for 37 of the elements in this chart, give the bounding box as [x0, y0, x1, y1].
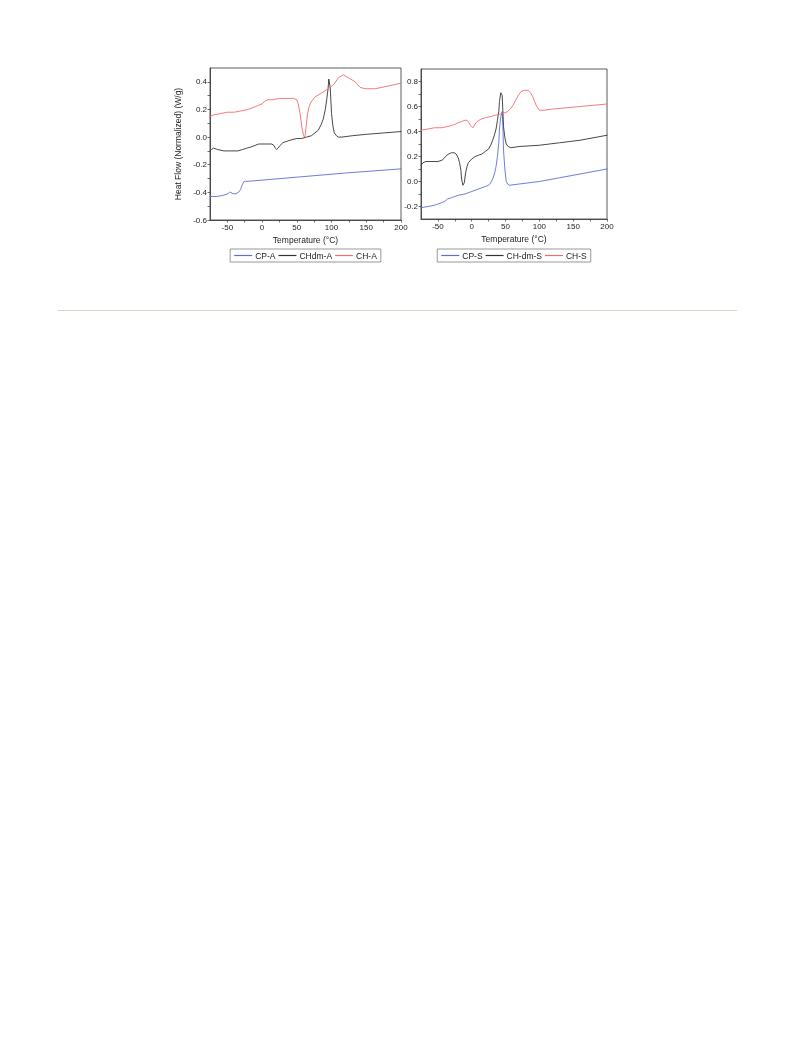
y-tick-label: 0.0	[195, 132, 208, 142]
line-series	[209, 168, 402, 197]
legend-label: CH-A	[356, 250, 378, 261]
y-tick-label: -0.4	[193, 187, 208, 197]
y-tick-label: -0.6	[193, 215, 208, 225]
y-tick-label: 0.2	[406, 152, 419, 161]
x-tick-label: 150	[566, 221, 581, 231]
line-series	[420, 111, 608, 209]
x-axis-title: Temperature (°C)	[272, 235, 339, 246]
legend-label: CP-S	[462, 250, 483, 261]
y-tick-label: -0.2	[404, 202, 419, 211]
x-axis-title: Temperature (°C)	[481, 234, 547, 245]
y-tick-label: -0.2	[193, 160, 208, 170]
x-tick-label: -50	[221, 222, 234, 232]
line-series	[209, 74, 402, 138]
y-tick-label: 0.4	[406, 127, 419, 136]
x-tick-label: 100	[324, 222, 339, 232]
x-tick-label: 50	[292, 222, 302, 232]
y-tick-label: 0.8	[406, 77, 419, 86]
x-tick-label: 200	[600, 221, 615, 231]
line-series	[420, 89, 608, 131]
legend-label: CH-dm-S	[506, 250, 543, 261]
x-tick-label: 0	[259, 222, 265, 232]
legend-label: CH-S	[565, 250, 588, 261]
x-tick-label: -50	[432, 221, 445, 231]
x-tick-label: 100	[532, 221, 547, 231]
y-tick-label: 0.4	[195, 77, 208, 87]
x-tick-label: 0	[469, 221, 475, 231]
y-tick-label: 0.6	[406, 102, 419, 111]
y-tick-label: 0.2	[195, 104, 208, 114]
y-axis-title: Heat Flow (Normalized) (W/g)	[172, 87, 183, 201]
x-tick-label: 50	[501, 221, 511, 231]
x-tick-label: 200	[394, 222, 409, 232]
legend-label: CP-A	[255, 250, 276, 261]
x-tick-label: 150	[359, 222, 374, 232]
y-tick-label: 0.0	[406, 177, 419, 186]
legend-label: CHdm-A	[299, 250, 333, 261]
